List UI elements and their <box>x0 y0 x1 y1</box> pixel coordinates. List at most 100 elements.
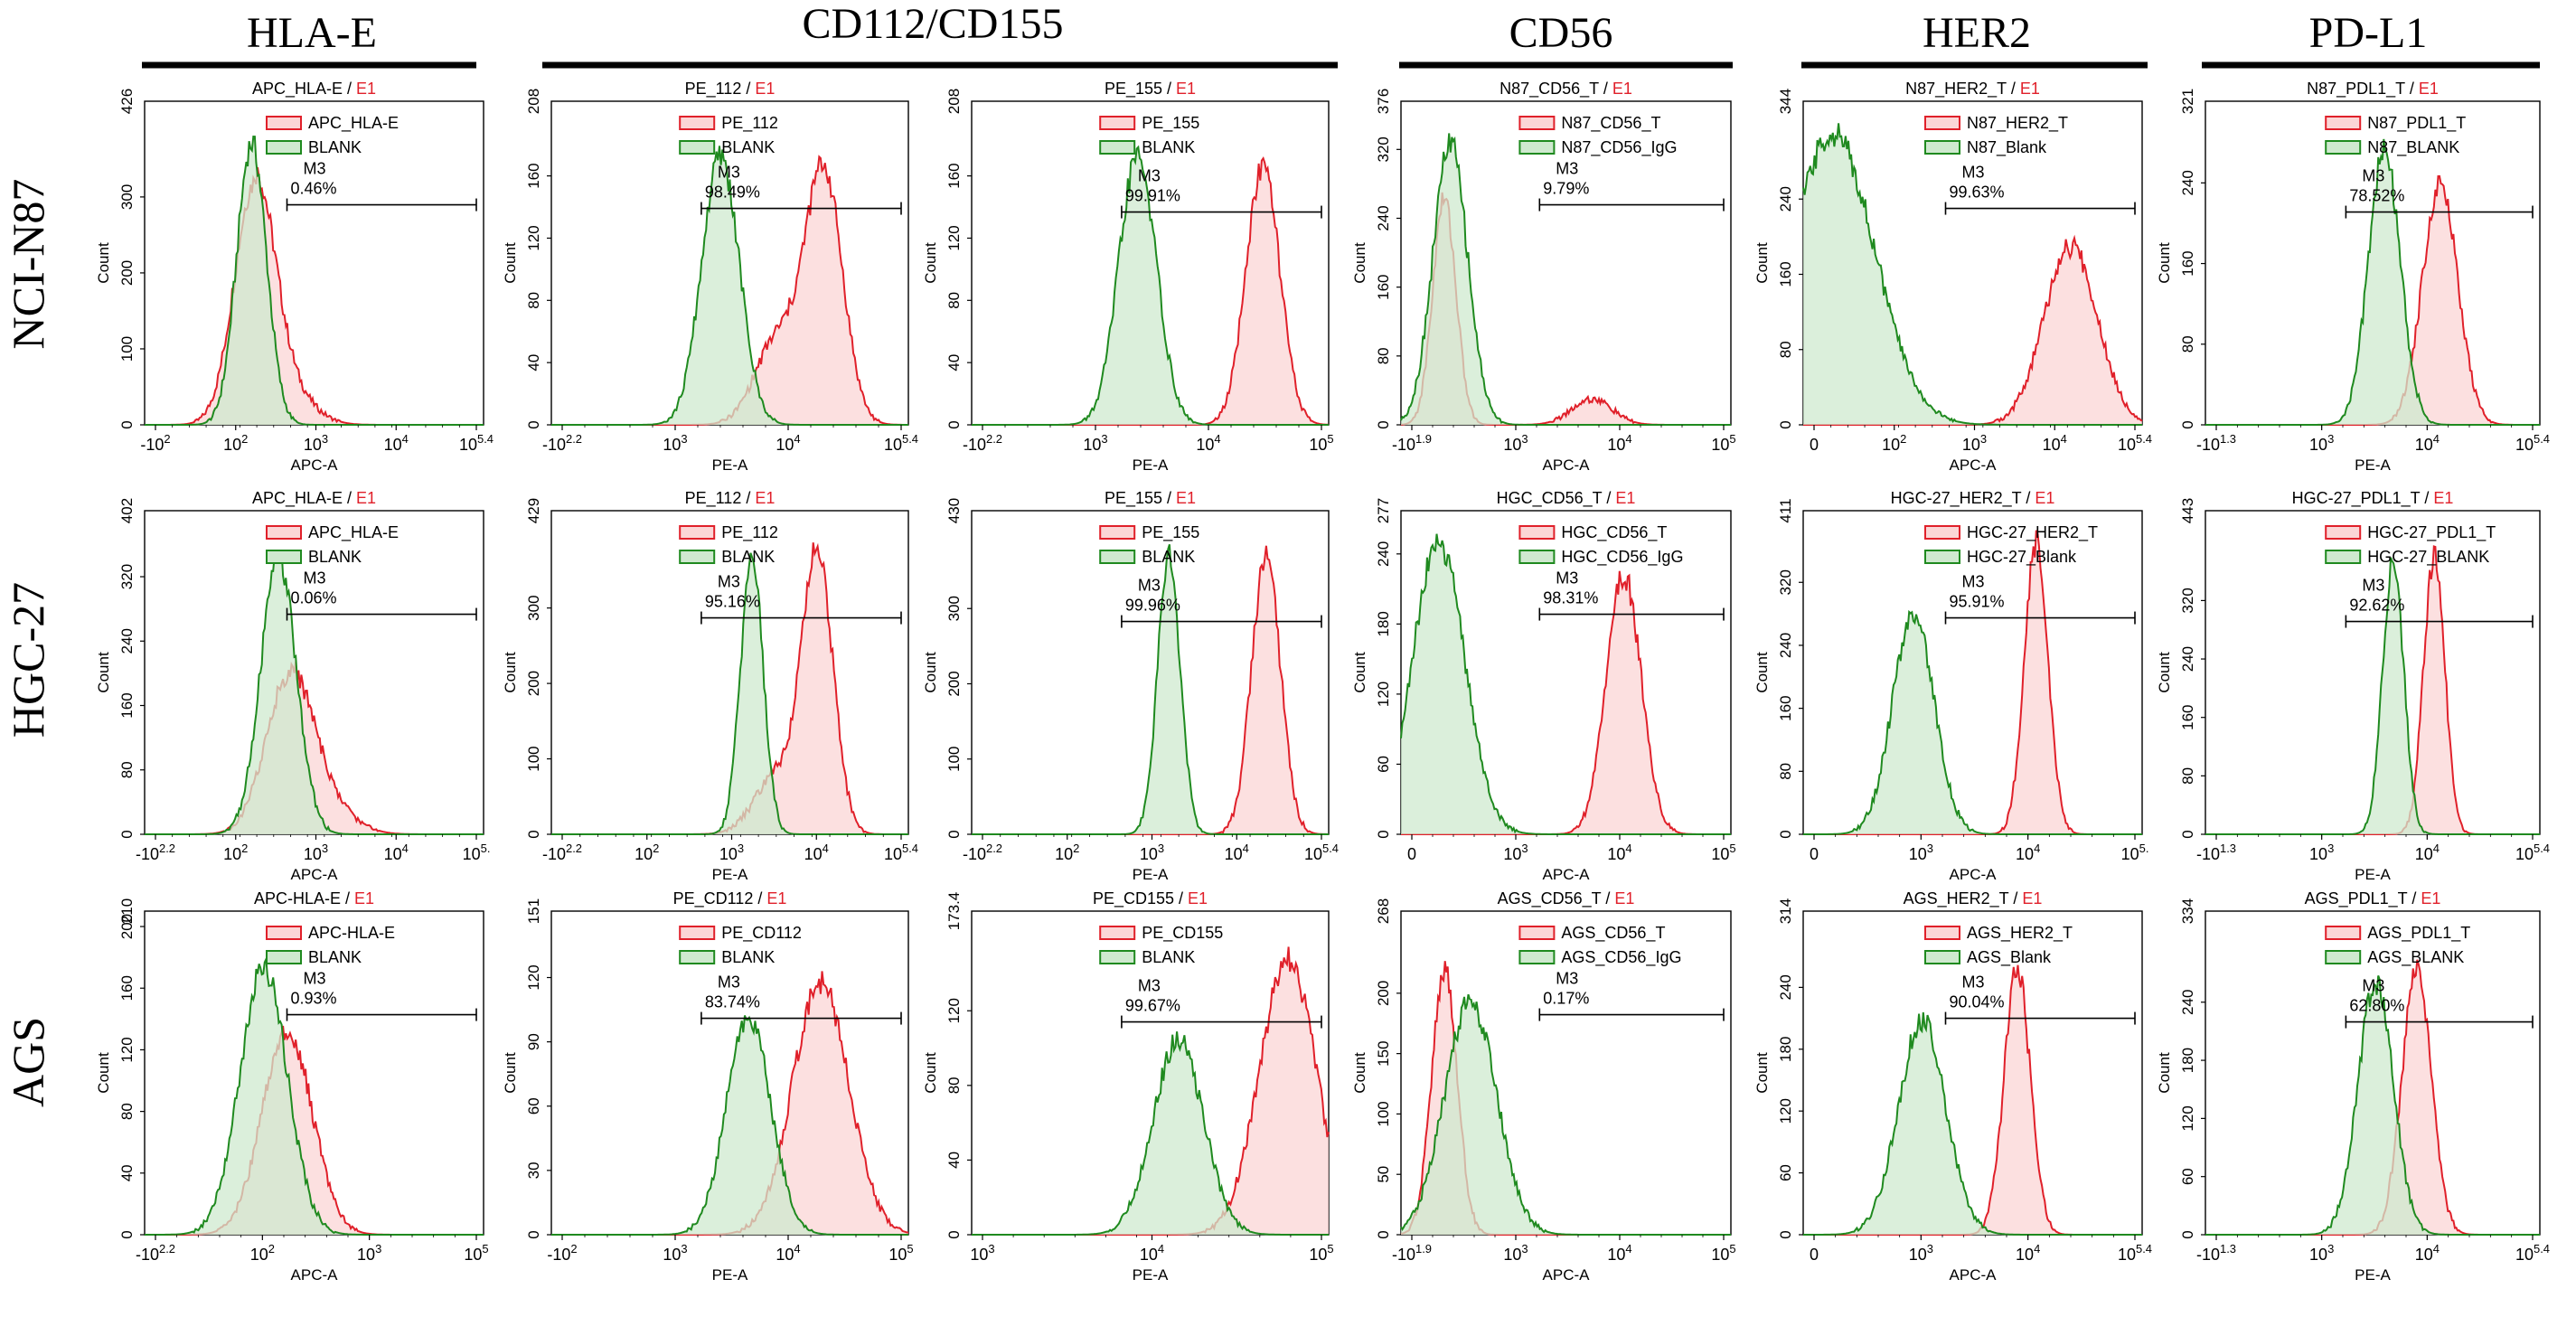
y-axis-label: Count <box>922 1052 939 1094</box>
y-max-label: 443 <box>2179 498 2196 523</box>
legend-swatch <box>679 140 716 155</box>
histogram-panel-3: PE_155 / E1 208 0 40 80 120 160 Count -102.2 103 1… <box>922 80 1334 474</box>
legend-swatch <box>1924 950 1960 964</box>
y-tick-label: 0 <box>525 830 542 838</box>
series-fill-sample <box>551 971 908 1235</box>
series-fill-blank <box>1401 133 1731 425</box>
x-tick-label: 103 <box>1503 1242 1528 1264</box>
x-tick-label: 105 <box>1711 842 1735 863</box>
panel-title: AGS_HER2_T / E1 <box>1904 889 2043 908</box>
series-fill-blank <box>551 1015 908 1235</box>
series-line-blank <box>972 1031 1329 1236</box>
series-fill-blank <box>972 146 1329 426</box>
x-tick-label: 104 <box>2016 1242 2040 1264</box>
panel-title: APC-HLA-E / E1 <box>254 889 374 908</box>
legend-label: HGC_CD56_T <box>1561 523 1667 542</box>
y-tick-label: 0 <box>1375 830 1392 838</box>
y-axis-label: Count <box>95 242 112 284</box>
y-axis-label: Count <box>1351 652 1368 693</box>
x-tick-label: 104 <box>2043 432 2067 454</box>
y-tick-label: 240 <box>2179 990 2196 1015</box>
legend-swatch <box>1924 116 1960 130</box>
column-header-pd-l1: PD-L1 <box>2309 9 2428 57</box>
y-tick-label: 320 <box>118 564 136 589</box>
x-tick-label: -102.2 <box>963 432 1002 454</box>
legend-swatch <box>1518 116 1556 130</box>
x-tick-label: 105.4 <box>1304 842 1339 863</box>
legend-swatch <box>1518 950 1556 964</box>
x-tick-label: 103 <box>663 432 687 454</box>
x-tick-label: 103 <box>2309 842 2334 863</box>
legend-label: AGS_Blank <box>1967 948 2052 967</box>
y-max-label: 402 <box>118 498 136 523</box>
y-tick-label: 160 <box>1777 695 1794 720</box>
gate-name: M3 <box>304 970 326 988</box>
y-tick-label: 80 <box>118 1103 136 1120</box>
x-tick-label: -102.2 <box>542 432 582 454</box>
legend-swatch <box>1099 140 1136 155</box>
x-axis-label: APC-A <box>1950 456 1998 474</box>
legend-swatch <box>1518 140 1556 155</box>
series-fill-sample <box>1803 238 2142 425</box>
legend-label: HGC_CD56_IgG <box>1561 548 1683 567</box>
y-tick-label: 60 <box>1777 1164 1794 1181</box>
y-tick-label: 80 <box>1777 763 1794 780</box>
column-header-cd112-cd155: CD112/CD155 <box>803 0 1064 48</box>
legend-swatch <box>2325 525 2362 540</box>
x-tick-label: 103 <box>719 842 744 863</box>
plot-frame <box>2205 510 2541 835</box>
y-tick-label: 160 <box>2179 250 2196 276</box>
series-line-blank <box>1400 133 1731 426</box>
series-line-blank <box>551 552 908 835</box>
legend-label: HGC-27_PDL1_T <box>2367 523 2496 542</box>
legend-swatch <box>266 140 302 155</box>
y-tick-label: 0 <box>945 420 963 428</box>
y-axis-label: Count <box>502 652 519 693</box>
y-axis-label: Count <box>1351 1052 1368 1094</box>
y-tick-label: 50 <box>1375 1166 1392 1183</box>
x-tick-label: 105.4 <box>2118 432 2152 454</box>
y-tick-label: 80 <box>2179 767 2196 785</box>
histogram-panel-14: PE_CD112 / E1 151 0 30 60 90 120 Count -102 103 10… <box>502 889 914 1284</box>
histogram-panel-11: HGC-27_HER2_T / E1 411 0 80 160 240 320 Count 0 1… <box>1753 489 2148 883</box>
gate-name: M3 <box>1962 973 1985 992</box>
legend-label: AGS_CD56_IgG <box>1561 948 1681 967</box>
row-header-hgc-27: HGC-27 <box>3 582 53 738</box>
legend-label: N87_PDL1_T <box>2367 114 2466 133</box>
gate-percent: 90.04% <box>1950 993 2005 1011</box>
x-tick-label: 103 <box>1140 842 1164 863</box>
legend-label: BLANK <box>1142 138 1195 156</box>
column-header-hla-e: HLA-E <box>247 9 377 57</box>
series-fill-sample <box>551 156 908 425</box>
series-fill-blank <box>1803 123 2142 426</box>
legend-label: PE_CD112 <box>721 924 802 943</box>
y-tick-label: 240 <box>1777 633 1794 658</box>
x-tick-label: 105.4 <box>459 432 494 454</box>
x-tick-label: 104 <box>384 432 409 454</box>
x-tick-label: -102.2 <box>542 842 582 863</box>
y-tick-label: 240 <box>1777 186 1794 212</box>
legend-label: PE_CD155 <box>1142 924 1223 943</box>
x-tick-label: 103 <box>2309 1242 2334 1264</box>
y-tick-label: 240 <box>2179 170 2196 195</box>
legend-label: BLANK <box>308 948 362 966</box>
y-tick-label: 0 <box>1375 420 1392 428</box>
legend-label: BLANK <box>721 548 775 566</box>
panel-title: PE_155 / E1 <box>1105 489 1196 508</box>
gate-name: M3 <box>1138 577 1161 595</box>
legend-swatch <box>2325 550 2362 564</box>
y-max-label: 268 <box>1375 898 1392 924</box>
y-tick-label: 80 <box>945 1077 963 1094</box>
gate-percent: 83.74% <box>705 993 760 1011</box>
y-tick-label: 200 <box>525 671 542 696</box>
x-tick-label: 103 <box>970 1242 994 1264</box>
legend-swatch <box>1099 116 1136 130</box>
gate-percent: 95.16% <box>705 593 760 611</box>
legend-label: HGC-27_BLANK <box>2367 548 2489 567</box>
histogram-panel-15: PE_CD155 / E1 173.4 0 40 80 120 Count 103 104 105… <box>922 889 1334 1284</box>
legend-label: PE_155 <box>1142 114 1199 133</box>
gate-name: M3 <box>1138 977 1161 995</box>
legend-swatch <box>266 550 302 564</box>
x-axis-label: PE-A <box>1133 1266 1169 1284</box>
